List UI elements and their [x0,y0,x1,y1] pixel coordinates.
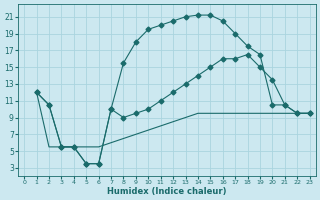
X-axis label: Humidex (Indice chaleur): Humidex (Indice chaleur) [107,187,227,196]
